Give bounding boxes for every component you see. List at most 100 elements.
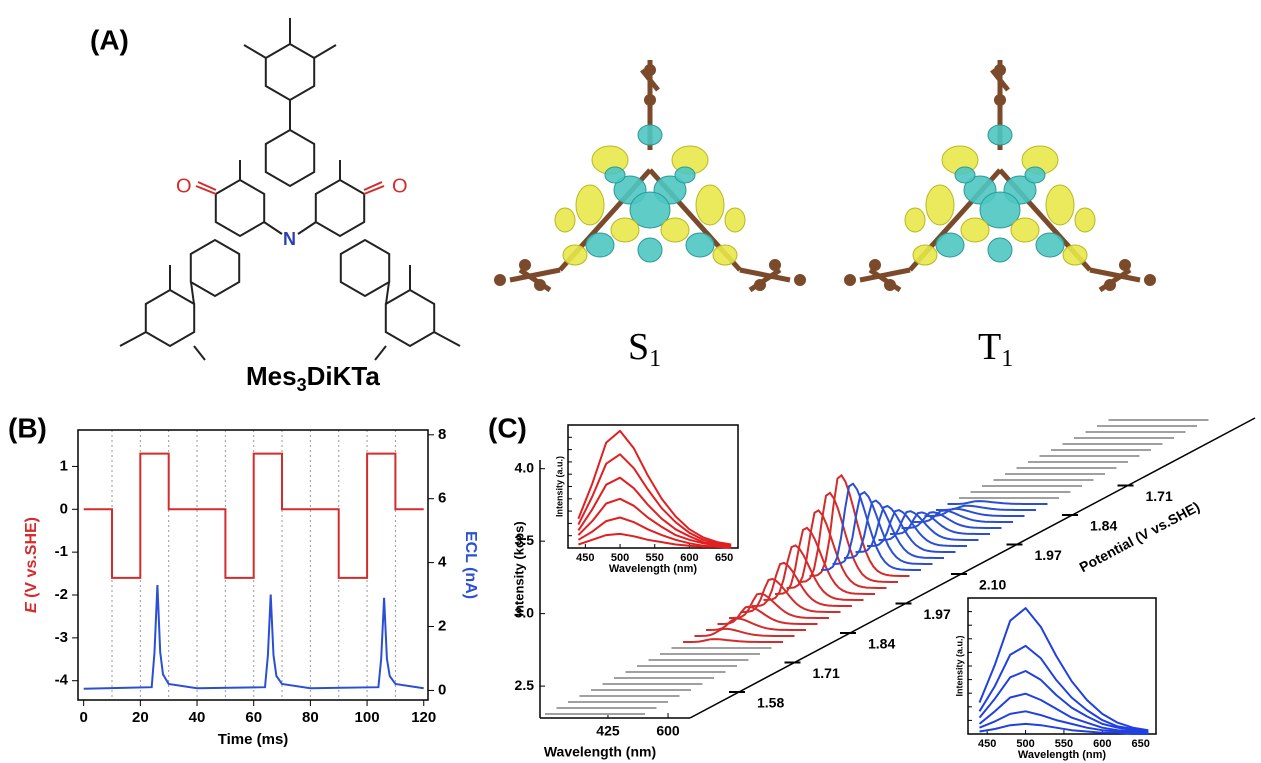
ring — [316, 180, 364, 236]
name-subscript: 3 — [297, 375, 307, 395]
bond — [196, 186, 216, 194]
atom — [884, 279, 896, 291]
atom — [1104, 279, 1116, 291]
potential-tick-label: 1.58 — [757, 695, 784, 711]
atom — [994, 94, 1006, 106]
potential-tick-label: 1.71 — [1146, 488, 1173, 504]
bond — [120, 332, 146, 346]
y-tick-label: -2 — [55, 586, 68, 603]
ring — [191, 240, 239, 296]
x-tick-label: 80 — [302, 709, 319, 726]
spectrum-trace — [718, 607, 818, 624]
spectrum-trace — [787, 510, 887, 588]
x-tick-label: 650 — [1131, 738, 1149, 750]
atom — [1119, 259, 1131, 271]
y-axis-label: Intensity (a.u.) — [954, 635, 964, 696]
molecule-structure — [120, 18, 460, 360]
x-tick-label: 650 — [715, 552, 733, 564]
figure: (A) (B) (C) O O N Mes3DiKTa S1 T1 020406… — [0, 0, 1261, 763]
x-tick-label: 60 — [245, 709, 262, 726]
orbital-image — [494, 60, 806, 291]
x-tick-label: 0 — [79, 709, 87, 726]
ring — [266, 44, 314, 100]
spectrum-trace — [833, 492, 933, 564]
bond — [364, 186, 384, 194]
potential-tick-label: 1.84 — [1090, 518, 1117, 534]
orbital-lobe — [1075, 208, 1095, 232]
state-label: T1 — [978, 326, 1013, 372]
spectrum-trace — [683, 639, 783, 642]
x-tick-label: 120 — [411, 709, 436, 726]
panel-label: (A) — [90, 24, 129, 55]
atom — [994, 64, 1006, 76]
orbital-lobe — [675, 167, 695, 183]
x-tick-label: 450 — [576, 552, 594, 564]
atom-label: O — [176, 175, 192, 197]
y2-tick-label: 4 — [438, 554, 447, 571]
state-subscript: 1 — [649, 346, 661, 372]
orbital-lobe — [1011, 218, 1039, 242]
panel-label: (C) — [488, 412, 527, 443]
atom — [644, 94, 656, 106]
atom — [794, 274, 806, 286]
y2-tick-label: 6 — [438, 490, 446, 507]
orbital-lobe — [961, 218, 989, 242]
spectrum-trace — [936, 506, 1036, 510]
bond — [375, 346, 386, 360]
y-axis-label: Intensity (a.u.) — [554, 456, 564, 517]
x-tick-label: 100 — [355, 709, 380, 726]
spectrum-trace — [729, 594, 829, 618]
atom — [644, 64, 656, 76]
x-axis-label: Time (ms) — [218, 731, 289, 748]
y-tick-label: -3 — [55, 629, 68, 646]
atom — [769, 259, 781, 271]
y-axis-unit: (V vs.SHE) — [23, 517, 40, 602]
orbital-lobe — [696, 185, 724, 225]
orbital-lobe — [605, 167, 625, 183]
name-part: DiKTa — [307, 361, 381, 391]
state-letter: T — [978, 326, 1001, 368]
potential-tick-label: 1.97 — [1035, 547, 1062, 563]
bond — [194, 346, 205, 360]
molecule-name: Mes3DiKTa — [246, 361, 380, 395]
y2-tick-label: 2 — [438, 617, 446, 634]
y-tick-label: 1 — [60, 457, 68, 474]
bond — [386, 282, 389, 304]
atom — [1144, 274, 1156, 286]
potential-tick-label: 1.97 — [924, 606, 951, 622]
orbital-lobe — [576, 185, 604, 225]
ring — [266, 130, 314, 186]
state-label: S1 — [628, 326, 661, 372]
y2-axis-label: ECL (nA) — [462, 531, 479, 599]
y-axis-label: E (V vs.SHE) — [23, 517, 40, 613]
ring — [341, 240, 389, 296]
y-tick-label: 2.5 — [515, 677, 535, 693]
orbital-lobe — [1063, 245, 1087, 265]
potential-tick-label: 1.71 — [813, 665, 840, 681]
bond — [244, 45, 266, 58]
orbital-lobe — [611, 218, 639, 242]
bond — [434, 332, 460, 346]
bond — [264, 222, 282, 234]
x-tick-label: 450 — [978, 738, 996, 750]
y2-tick-label: 0 — [438, 681, 446, 698]
y-tick-label: 4.0 — [515, 459, 535, 475]
orbital-lobe — [555, 208, 575, 232]
orbital-lobe — [686, 233, 714, 257]
orbital-lobe — [926, 185, 954, 225]
bond — [191, 282, 194, 304]
potential-axis-label: Potential (V vs.SHE) — [1077, 498, 1203, 575]
x-tick-label: 40 — [189, 709, 206, 726]
orbital-lobe — [1046, 185, 1074, 225]
orbital-lobe — [955, 167, 975, 183]
potential-tick-label: 2.10 — [979, 577, 1006, 593]
panel-label: (B) — [8, 412, 47, 443]
orbital-lobe — [661, 218, 689, 242]
ring — [146, 290, 194, 346]
orbital-lobe — [913, 245, 937, 265]
orbital-lobe — [563, 245, 587, 265]
spectrum-trace — [821, 484, 921, 570]
x-tick-label: 425 — [596, 723, 620, 739]
state-subscript: 1 — [1001, 346, 1013, 372]
atom — [869, 259, 881, 271]
